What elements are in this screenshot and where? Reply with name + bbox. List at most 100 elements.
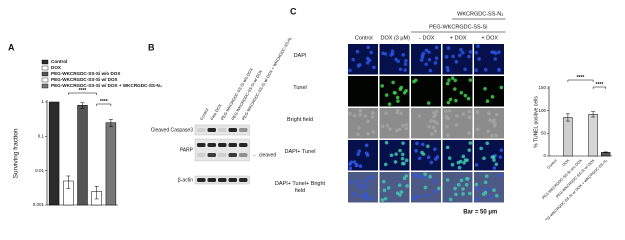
legend-label: PEG-WKCRGDC-SS-Si w/ DOX + WKCRGDC-SS-N₃	[51, 83, 162, 88]
cell-nucleus	[382, 188, 387, 193]
cell-nucleus	[395, 191, 400, 195]
cell-nucleus	[444, 54, 449, 59]
cell-nucleus	[445, 133, 450, 137]
legend-swatch	[41, 71, 49, 77]
error-bar	[66, 175, 71, 189]
cell-nucleus	[413, 173, 418, 178]
cell-nucleus	[401, 141, 405, 145]
blot-strip	[194, 138, 250, 162]
cell-nucleus	[356, 152, 361, 156]
cell-nucleus	[348, 111, 352, 116]
cell-nucleus	[459, 178, 464, 183]
cell-nucleus	[370, 175, 374, 179]
cell-nucleus	[492, 124, 497, 128]
cell-nucleus	[365, 178, 370, 182]
header-group: PEG-WKCRGDC-SS-Si	[429, 24, 487, 30]
cell-nucleus	[372, 65, 376, 70]
cell-nucleus	[433, 113, 438, 117]
cell-nucleus	[475, 110, 480, 114]
x-tick-label: Control	[546, 158, 557, 169]
cell-nucleus	[356, 179, 361, 184]
cell-nucleus	[360, 194, 364, 198]
row-label: DAPI+ Tunel	[284, 149, 316, 155]
cell-nucleus	[390, 49, 395, 53]
panel-label: C	[290, 6, 297, 16]
cell-nucleus	[494, 133, 498, 138]
cell-nucleus	[467, 115, 472, 120]
cell-nucleus	[483, 67, 488, 72]
cell-nucleus	[366, 45, 370, 50]
cell-nucleus	[454, 98, 458, 103]
micrograph	[348, 140, 378, 171]
cell-nucleus	[467, 109, 472, 114]
cell-nucleus	[401, 53, 406, 57]
cell-nucleus	[431, 125, 436, 130]
cell-nucleus	[451, 54, 455, 59]
cell-nucleus	[393, 91, 397, 95]
cell-nucleus	[399, 190, 404, 194]
cell-nucleus	[384, 111, 388, 115]
cell-nucleus	[453, 78, 458, 83]
cell-nucleus	[484, 174, 489, 178]
significance-bracket	[68, 92, 97, 95]
cell-nucleus	[351, 192, 356, 196]
blot-strip	[194, 124, 250, 136]
panel-label: A	[8, 42, 15, 52]
y-tick-label: 0.01	[35, 168, 44, 173]
blot-annotation: ← cleaved	[253, 152, 277, 158]
blot-band	[197, 178, 206, 182]
cell-nucleus	[430, 132, 434, 136]
cell-nucleus	[356, 132, 360, 137]
y-tick-label: 100	[538, 108, 546, 113]
cell-nucleus	[474, 182, 479, 187]
blot-band	[239, 178, 248, 182]
cell-nucleus	[498, 173, 502, 178]
cell-nucleus	[387, 102, 392, 106]
cell-nucleus	[420, 55, 425, 60]
cell-nucleus	[426, 144, 430, 149]
cell-nucleus	[397, 183, 402, 187]
cell-nucleus	[423, 172, 427, 176]
bar	[588, 114, 598, 157]
cell-nucleus	[461, 187, 465, 191]
cell-nucleus	[497, 68, 501, 72]
bar	[48, 101, 60, 206]
cell-nucleus	[450, 76, 455, 80]
cell-nucleus	[483, 180, 488, 185]
cell-nucleus	[459, 90, 464, 95]
cell-nucleus	[427, 57, 432, 62]
cell-nucleus	[461, 50, 465, 55]
cell-nucleus	[365, 56, 370, 61]
cell-nucleus	[357, 149, 362, 153]
cell-nucleus	[490, 95, 495, 99]
cell-nucleus	[492, 166, 497, 170]
significance-label: ****	[79, 88, 87, 94]
cell-nucleus	[475, 127, 480, 132]
cell-nucleus	[404, 88, 408, 93]
micrograph	[474, 140, 504, 171]
cell-nucleus	[485, 99, 490, 103]
micrograph	[379, 140, 410, 171]
cell-nucleus	[398, 148, 402, 153]
cell-nucleus	[433, 129, 438, 133]
cell-nucleus	[446, 46, 451, 50]
cell-nucleus	[358, 108, 363, 113]
significance-label: ****	[596, 82, 604, 88]
cell-nucleus	[476, 44, 480, 48]
y-axis-label: % TUNEL positive cells	[533, 96, 539, 148]
legend-swatch	[41, 59, 49, 65]
cell-nucleus	[351, 57, 355, 62]
cell-nucleus	[448, 97, 453, 102]
cell-nucleus	[370, 115, 375, 119]
cell-nucleus	[462, 160, 466, 165]
cell-nucleus	[445, 65, 450, 70]
cell-nucleus	[380, 84, 384, 88]
cell-nucleus	[456, 182, 461, 187]
cell-nucleus	[421, 152, 426, 156]
cell-nucleus	[396, 99, 400, 103]
blot-band	[228, 153, 237, 157]
cell-nucleus	[446, 68, 450, 73]
significance-label: ****	[100, 99, 108, 105]
cell-nucleus	[419, 58, 424, 62]
column-label: DOX (3 μM)	[381, 35, 411, 41]
